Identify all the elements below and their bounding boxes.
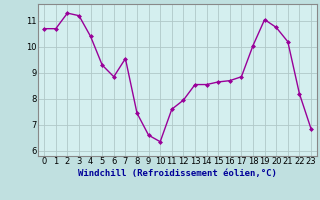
X-axis label: Windchill (Refroidissement éolien,°C): Windchill (Refroidissement éolien,°C) [78,169,277,178]
